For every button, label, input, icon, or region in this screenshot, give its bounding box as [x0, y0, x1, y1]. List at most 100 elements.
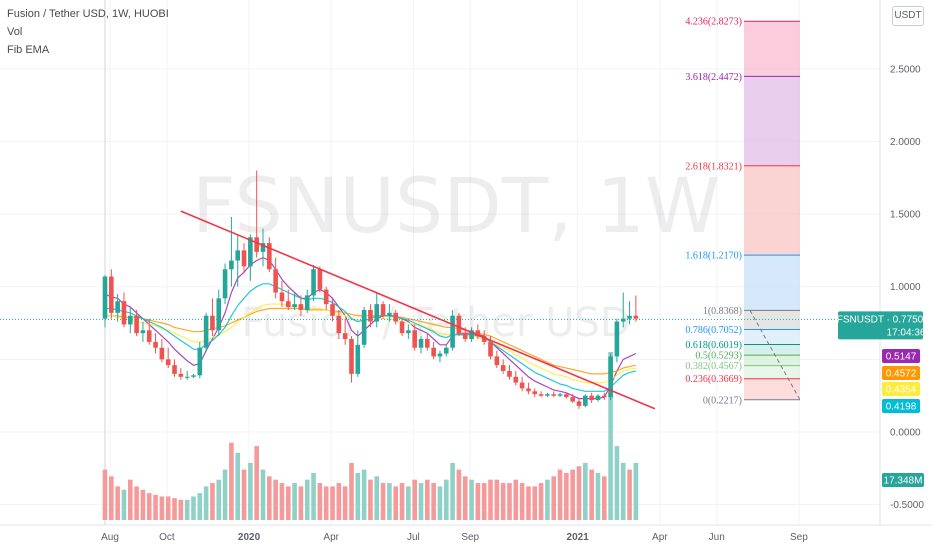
ema-value-badge: [882, 349, 920, 363]
volume-bar: [431, 483, 436, 520]
volume-bar: [374, 476, 380, 520]
candlesticks: [102, 170, 639, 409]
candle-body: [222, 269, 228, 299]
candle-body: [229, 260, 234, 270]
current-price-badge: [838, 311, 923, 340]
fib-level-label: 0.618(0.6019): [685, 340, 742, 351]
volume-bar: [184, 499, 190, 520]
volume-bar: [260, 469, 266, 520]
volume-bar: [267, 476, 272, 520]
fib-level-label: 3.618(2.4472): [685, 72, 742, 83]
x-tick-label: Oct: [159, 532, 175, 543]
volume-bar: [595, 472, 601, 520]
candle-body: [494, 356, 500, 366]
candle-body: [165, 359, 171, 366]
volume-bar: [576, 466, 582, 520]
candle-body: [178, 373, 184, 377]
candle-body: [267, 243, 272, 270]
y-tick-label: 1.5000: [890, 210, 921, 221]
volume-bar: [450, 462, 455, 520]
volume-bar: [456, 469, 462, 520]
candle-body: [450, 315, 455, 348]
candle-body: [583, 395, 588, 406]
candle-body: [146, 330, 152, 342]
volume-bar: [197, 493, 203, 520]
fib-zone: [744, 365, 800, 379]
candle-body: [355, 344, 361, 374]
volume-bar: [361, 469, 367, 520]
candle-body: [576, 401, 582, 406]
volume-bar: [500, 483, 506, 520]
ema-value-badge: [882, 366, 920, 380]
fib-level-label: 2.618(1.8321): [685, 161, 742, 172]
price-badges: FSNUSDT · 0.7750 17:04:36 0.5147 0.4572 0.43…: [837, 311, 926, 487]
x-tick-label: Sep: [461, 532, 479, 543]
volume-bar: [292, 483, 297, 520]
volume-bar: [488, 479, 493, 520]
volume-bar: [279, 483, 285, 520]
candle-body: [551, 394, 557, 396]
ema-value-text: 0.4572: [886, 369, 917, 380]
fib-level-label: 4.236(2.8273): [685, 17, 742, 28]
candle-body: [323, 289, 329, 305]
volume-bar: [418, 483, 424, 520]
candle-body: [418, 339, 424, 348]
volume-bar: [620, 462, 626, 520]
volume-value-text: 17.348M: [884, 476, 923, 487]
y-tick-label: 1.0000: [890, 282, 921, 293]
candle-body: [210, 315, 215, 331]
volume-bar: [513, 479, 519, 520]
candle-body: [393, 312, 399, 322]
fib-zone: [744, 76, 800, 166]
fib-level-label: 0.236(0.3669): [685, 374, 742, 385]
volume-bar: [601, 476, 607, 520]
indicator-fib-ema-label[interactable]: Fib EMA: [7, 44, 50, 56]
candle-body: [462, 333, 468, 340]
volume-bar: [330, 486, 335, 520]
volume-bar: [443, 479, 449, 520]
candle-body: [488, 341, 493, 357]
volume-bar: [589, 469, 594, 520]
volume-bar: [203, 486, 209, 520]
indicator-vol-label[interactable]: Vol: [7, 26, 23, 38]
candle-body: [127, 315, 133, 325]
volume-bar: [248, 462, 253, 520]
currency-unit-button[interactable]: USDT: [892, 6, 924, 26]
fib-level-label: 0.382(0.4567): [685, 361, 742, 372]
fib-zone: [744, 21, 800, 77]
ema-value-text: 0.4198: [886, 402, 917, 413]
fib-extension-tool[interactable]: 4.236(2.8273) 3.618(2.4472) 2.618(1.8321) 1…: [685, 17, 801, 407]
fib-zone: [744, 165, 800, 256]
volume-bar: [412, 479, 417, 520]
trendline[interactable]: [180, 210, 656, 410]
volume-bar: [159, 496, 165, 520]
candle-body: [456, 315, 462, 334]
fib-level-label: 0.5(0.5293): [695, 351, 742, 362]
fib-zone: [744, 255, 800, 311]
candle-body: [538, 394, 544, 396]
volume-bar: [146, 493, 152, 520]
x-tick-label: 2021: [567, 532, 590, 543]
volume-bar: [134, 486, 139, 520]
fib-level-label: 0(0.2217): [703, 395, 742, 406]
candle-body: [526, 388, 531, 392]
candle-body: [374, 304, 380, 322]
volume-bar: [437, 486, 443, 520]
candle-body: [481, 336, 487, 342]
candle-body: [298, 304, 304, 310]
chart-title: Fusion / Tether USD, 1W, HUOBI: [7, 8, 169, 20]
candle-body: [254, 237, 259, 252]
volume-bar: [399, 483, 405, 520]
volume-bar: [109, 476, 114, 520]
candle-body: [115, 301, 120, 313]
volume-bar: [311, 472, 316, 520]
volume-bar: [153, 494, 158, 520]
candle-body: [601, 395, 607, 398]
volume-bar: [304, 479, 310, 520]
volume-bar: [406, 486, 411, 520]
candle-body: [235, 250, 241, 261]
fib-level-label: 1.618(1.2170): [685, 251, 742, 262]
volume-bar: [481, 483, 487, 520]
